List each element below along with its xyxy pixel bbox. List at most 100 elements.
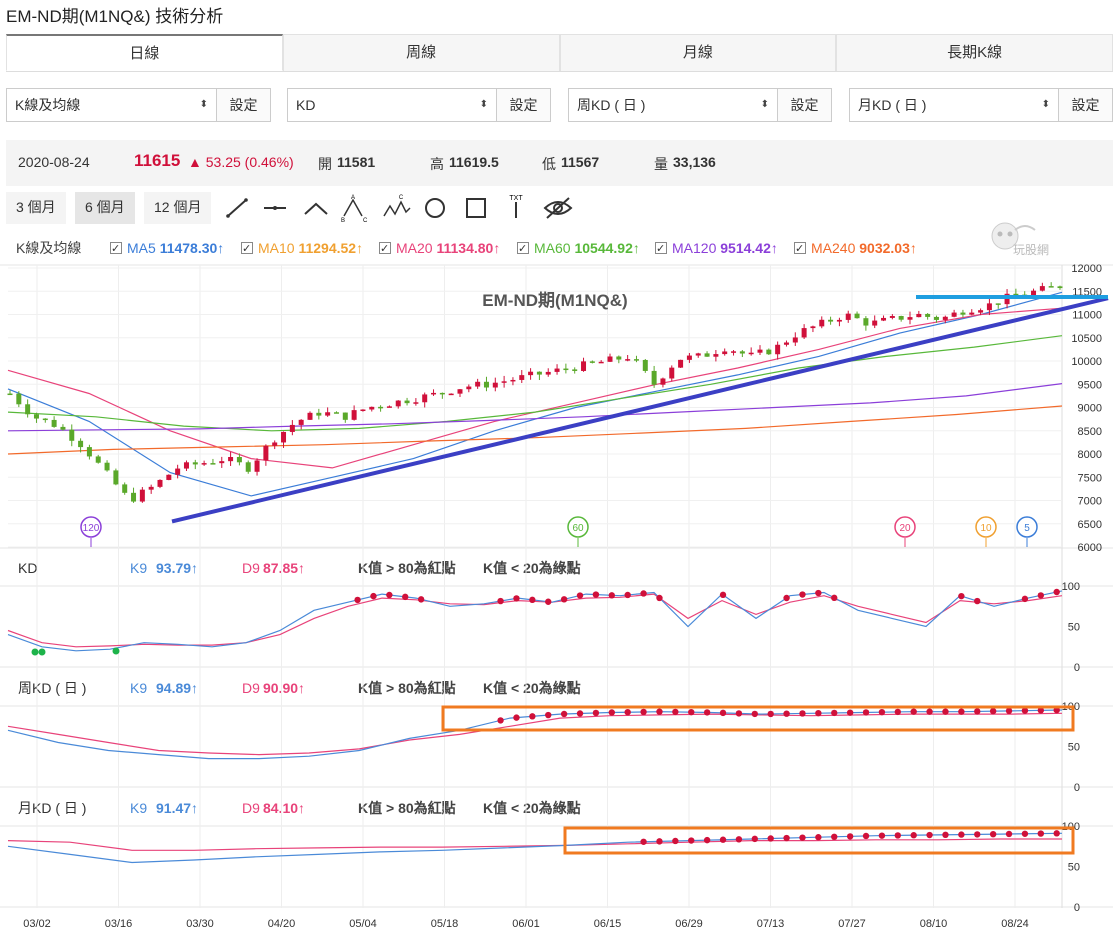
abcde-pattern-icon[interactable]: C [382, 192, 412, 224]
candle-body [686, 355, 692, 360]
ma5-value: 11478.30↑ [159, 240, 225, 256]
candle-body [351, 410, 357, 420]
green-dot [31, 648, 39, 656]
kd-y-tick-label: 0 [1074, 782, 1080, 794]
ma10-value: 11294.52↑ [298, 240, 364, 256]
indicator-select-2[interactable]: KD ⬍ [287, 88, 497, 122]
candle-body [228, 456, 234, 462]
quote-change: ▲ 53.25 (0.46%) [188, 154, 294, 170]
y-tick-label: 8500 [1078, 426, 1102, 438]
candle-body [854, 313, 860, 319]
text-tool-icon[interactable]: TXT [501, 192, 531, 224]
horizontal-line-icon[interactable] [260, 192, 290, 224]
candle-body [739, 351, 745, 354]
candle-body [1013, 293, 1019, 296]
weekly-green-note: K值 < 20為綠點 [483, 680, 581, 696]
ma-marker-label: 120 [83, 523, 100, 534]
y-tick-label: 6500 [1078, 519, 1102, 531]
range-12-months[interactable]: 12 個月 [144, 192, 212, 224]
x-tick-label: 07/13 [757, 918, 785, 930]
chart-watermark-title: EM-ND期(M1NQ&) [482, 291, 627, 310]
indicator-selectors: K線及均線 ⬍ 設定 KD ⬍ 設定 周KD ( 日 ) ⬍ 設定 月KD ( 日 )… [6, 88, 1113, 122]
weekly-k-name: K9 [130, 680, 148, 696]
rectangle-tool-icon[interactable] [461, 192, 491, 224]
tab-monthly[interactable]: 月線 [559, 34, 837, 71]
red-dot [862, 832, 870, 840]
red-dot [624, 708, 631, 716]
candle-body [342, 412, 348, 420]
checkbox[interactable] [110, 239, 122, 259]
ma240-toggle[interactable]: MA240 9032.03↑ [794, 238, 917, 259]
select-arrows-icon: ⬍ [1041, 99, 1050, 110]
indicator-select-3[interactable]: 周KD ( 日 ) ⬍ [568, 88, 778, 122]
select-arrows-icon: ⬍ [760, 99, 769, 110]
red-dot [703, 836, 711, 844]
text-tool-label: TXT [509, 195, 523, 202]
checkbox[interactable] [379, 239, 391, 259]
range-6-months[interactable]: 6 個月 [75, 192, 135, 224]
ma5-toggle[interactable]: MA5 11478.30↑ [110, 238, 225, 259]
candle-body [51, 419, 57, 427]
highlight-box-monthly [563, 826, 1075, 855]
red-dot [656, 594, 663, 602]
ma-marker-label: 5 [1024, 523, 1030, 534]
settings-button-2[interactable]: 設定 [497, 88, 551, 122]
abc-pattern-icon[interactable]: A B C [340, 192, 370, 224]
candle-body [907, 317, 913, 320]
checkbox[interactable] [655, 239, 667, 259]
ma60-toggle[interactable]: MA60 10544.92↑ [517, 238, 640, 259]
candle-body [801, 328, 807, 338]
ma-legend: K線及均線 MA5 11478.30↑ MA10 11294.52↑ MA20 … [6, 238, 1066, 259]
candle-body [660, 378, 666, 385]
y-tick-label: 9500 [1078, 379, 1102, 391]
settings-button-1[interactable]: 設定 [217, 88, 271, 122]
candle-body [113, 470, 119, 485]
y-tick-label: 7000 [1078, 496, 1102, 508]
tab-weekly[interactable]: 周線 [282, 34, 560, 71]
candle-body [210, 463, 216, 465]
tab-daily[interactable]: 日線 [6, 34, 283, 71]
candle-body [598, 361, 604, 364]
line-tool-icon[interactable] [222, 192, 252, 224]
range-3-months[interactable]: 3 個月 [6, 192, 66, 224]
red-dot [878, 708, 886, 716]
candle-body [925, 313, 931, 317]
checkbox[interactable] [241, 239, 253, 259]
candle-body [395, 400, 401, 407]
ma10-toggle[interactable]: MA10 11294.52↑ [241, 238, 364, 259]
y-tick-label: 8000 [1078, 449, 1102, 461]
y-tick-label: 10000 [1071, 356, 1102, 368]
ma-marker-label: 20 [899, 523, 911, 534]
indicator-select-4[interactable]: 月KD ( 日 ) ⬍ [849, 88, 1059, 122]
candle-body [1031, 290, 1037, 296]
checkbox[interactable] [794, 239, 806, 259]
red-dot [1005, 707, 1013, 715]
candle-body [1048, 286, 1054, 288]
red-dot [799, 834, 806, 841]
candle-body [1057, 286, 1063, 289]
candle-body [413, 402, 419, 404]
red-dot [799, 710, 806, 717]
circle-tool-icon[interactable] [420, 192, 450, 224]
ma20-toggle[interactable]: MA20 11134.80↑ [379, 238, 500, 259]
settings-button-3[interactable]: 設定 [778, 88, 832, 122]
red-dot [608, 709, 615, 716]
candle-body [360, 409, 366, 412]
indicator-select-1[interactable]: K線及均線 ⬍ [6, 88, 217, 122]
checkbox[interactable] [517, 239, 529, 259]
red-dot [846, 709, 854, 716]
candle-body [775, 344, 781, 355]
red-dot [402, 593, 409, 601]
red-dot [894, 832, 902, 839]
candle-body [678, 359, 684, 368]
candle-body [25, 404, 31, 415]
red-dot [497, 717, 504, 724]
angle-tool-icon[interactable] [301, 192, 331, 224]
ma120-toggle[interactable]: MA120 9514.42↑ [655, 238, 778, 259]
hide-drawings-icon[interactable] [541, 192, 575, 224]
candle-body [942, 316, 948, 320]
settings-button-4[interactable]: 設定 [1059, 88, 1113, 122]
candle-body [589, 361, 595, 363]
red-dot [560, 710, 568, 718]
